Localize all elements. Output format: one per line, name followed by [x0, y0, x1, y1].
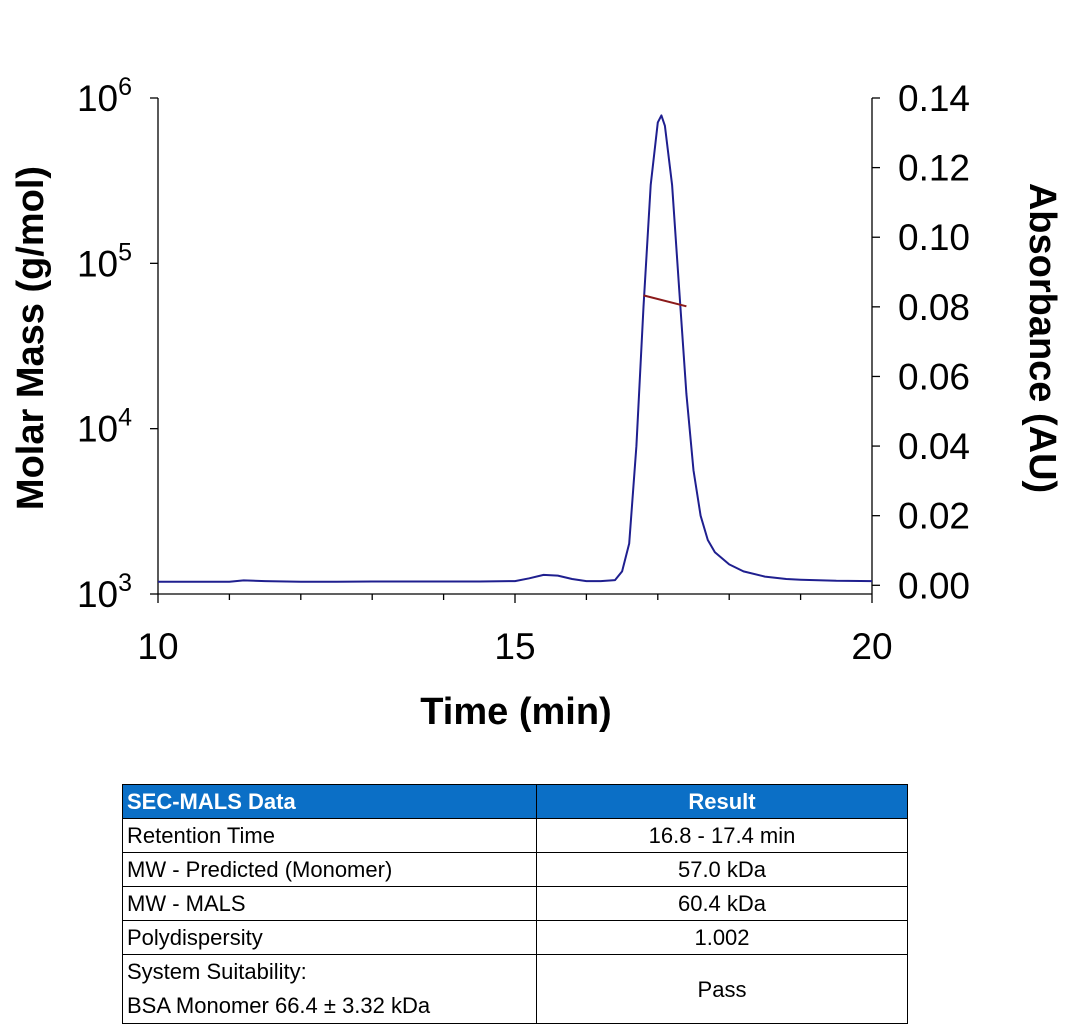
table-row: System Suitability: BSA Monomer 66.4 ± 3.… — [122, 954, 908, 1024]
right-y-tick-label: 0.02 — [898, 496, 970, 537]
series-layer — [158, 114, 873, 583]
x-tick-label: 20 — [851, 626, 892, 667]
x-tick-label: 15 — [494, 626, 535, 667]
left-y-tick-label: 103 — [77, 569, 132, 615]
row-value: 1.002 — [536, 920, 908, 955]
left-y-tick-exponent: 5 — [118, 238, 132, 266]
row-value: 16.8 - 17.4 min — [536, 818, 908, 853]
table-row: Polydispersity 1.002 — [122, 920, 908, 955]
row-label-line1: System Suitability: — [127, 959, 307, 984]
left-y-axis-title: Molar Mass (g/mol) — [10, 166, 52, 510]
right-y-axis-title: Absorbance (AU) — [1021, 183, 1063, 493]
left-y-tick-label: 105 — [77, 238, 132, 284]
x-axis-title: Time (min) — [420, 691, 611, 733]
molar-mass-line — [643, 294, 687, 308]
row-label: MW - Predicted (Monomer) — [122, 852, 537, 887]
row-label-line2: BSA Monomer 66.4 ± 3.32 kDa — [127, 993, 431, 1018]
row-value: Pass — [536, 954, 908, 1024]
row-value: 60.4 kDa — [536, 886, 908, 921]
right-y-tick-label: 0.08 — [898, 287, 970, 328]
sec-mals-chart: 10 15 20 103 104 105 106 0.00 0.02 0.04 0.06 0.08 0.… — [10, 73, 1063, 733]
axes — [150, 97, 880, 603]
table-header-data: SEC-MALS Data — [122, 784, 537, 819]
absorbance-trace — [158, 114, 873, 583]
row-value: 57.0 kDa — [536, 852, 908, 887]
left-y-tick-label: 106 — [77, 73, 132, 119]
left-y-tick-exponent: 6 — [118, 73, 132, 101]
right-y-tick-label: 0.06 — [898, 356, 970, 397]
left-y-tick-exponent: 4 — [118, 404, 132, 432]
row-label: Polydispersity — [122, 920, 537, 955]
right-y-tick-label: 0.04 — [898, 426, 970, 467]
row-label: Retention Time — [122, 818, 537, 853]
results-table: SEC-MALS Data Result Retention Time 16.8… — [122, 784, 908, 1024]
row-label: MW - MALS — [122, 886, 537, 921]
table-row: MW - Predicted (Monomer) 57.0 kDa — [122, 852, 908, 887]
x-tick-label: 10 — [137, 626, 178, 667]
table-row: MW - MALS 60.4 kDa — [122, 886, 908, 921]
right-y-tick-label: 0.14 — [898, 78, 970, 119]
left-y-tick-label: 104 — [77, 404, 132, 450]
tick-labels: 10 15 20 103 104 105 106 0.00 0.02 0.04 0.06 0.08 0.… — [77, 73, 970, 667]
table-header-result: Result — [536, 784, 908, 819]
right-y-tick-label: 0.12 — [898, 148, 970, 189]
table-row: Retention Time 16.8 - 17.4 min — [122, 818, 908, 853]
left-y-tick-exponent: 3 — [118, 569, 132, 597]
right-y-tick-label: 0.00 — [898, 565, 970, 606]
row-label: System Suitability: BSA Monomer 66.4 ± 3.… — [122, 954, 537, 1024]
right-y-tick-label: 0.10 — [898, 217, 970, 258]
table-header-row: SEC-MALS Data Result — [122, 784, 908, 819]
